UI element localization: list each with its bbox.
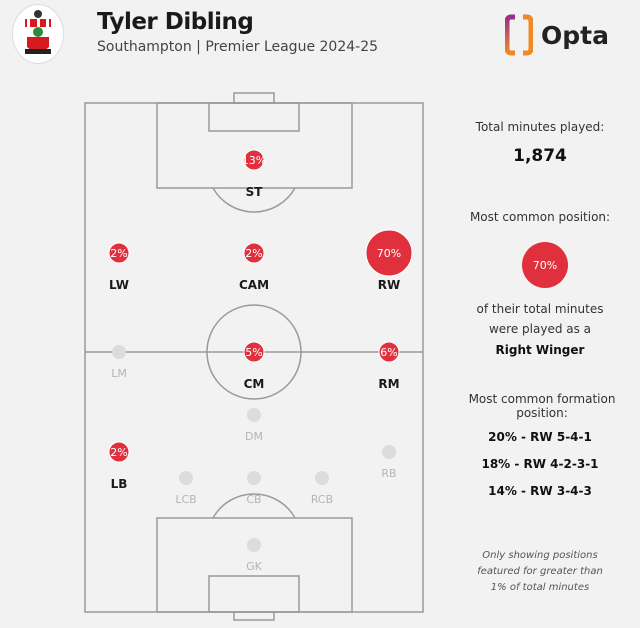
position-marker-gk: [247, 538, 261, 552]
position-marker-cb: [247, 471, 261, 485]
footnote-line: Only showing positions: [482, 550, 598, 561]
position-marker-rb: [382, 445, 396, 459]
penalty-arc-bottom: [212, 493, 296, 519]
formation-item: 18% - RW 4-2-3-1: [481, 457, 599, 471]
position-label-rb: RB: [381, 467, 396, 480]
common-position-circle: 70%: [522, 242, 568, 288]
position-pct-st: 13%: [242, 154, 266, 167]
opta-logo: Opta: [505, 14, 609, 56]
position-label-dm: DM: [245, 430, 263, 443]
six-yard-box-bottom: [208, 575, 300, 613]
position-pct-lb: 2%: [110, 446, 127, 459]
position-marker-cm: [243, 341, 265, 363]
position-label-cam: CAM: [239, 278, 269, 292]
six-yard-box-top: [208, 102, 300, 132]
position-pct-rw: 70%: [377, 247, 401, 260]
penalty-box-top: [156, 102, 353, 189]
penalty-arc-top: [212, 187, 296, 213]
club-badge: [12, 4, 64, 64]
position-pct-cam: 2%: [245, 247, 262, 260]
position-label-lcb: LCB: [175, 493, 196, 506]
position-label-rm: RM: [378, 377, 399, 391]
position-label-rw: RW: [378, 278, 400, 292]
goal-top: [233, 92, 275, 104]
position-label-gk: GK: [246, 560, 263, 573]
total-minutes-label: Total minutes played:: [475, 120, 605, 134]
position-marker-lm: [112, 345, 126, 359]
common-position-label: Most common position:: [469, 210, 611, 224]
position-label-st: ST: [246, 185, 264, 199]
pitch: 13% ST 2% LW 2% CAM 70% RW LM 5% CM 6% RM DM 2% LB RB LCB…: [84, 92, 424, 621]
position-marker-lw: [108, 242, 130, 264]
position-pct-cm: 5%: [245, 346, 262, 359]
position-marker-lcb: [179, 471, 193, 485]
position-label-cb: CB: [246, 493, 261, 506]
position-label-lm: LM: [111, 367, 127, 380]
position-marker-rcb: [315, 471, 329, 485]
position-marker-rm: [378, 341, 400, 363]
position-label-rcb: RCB: [311, 493, 333, 506]
position-marker-dm: [247, 408, 261, 422]
formation-item: 20% - RW 5-4-1: [488, 430, 592, 444]
position-marker-rw: [365, 229, 413, 277]
footnote-line: featured for greater than: [477, 566, 603, 577]
common-position-name: Right Winger: [495, 343, 585, 357]
position-label-cm: CM: [244, 377, 265, 391]
formation-item: 14% - RW 3-4-3: [488, 484, 592, 498]
opta-logo-icon: [505, 14, 533, 56]
position-marker-cam: [243, 242, 265, 264]
opta-logo-text: Opta: [541, 20, 609, 50]
common-text-1: of their total minutes: [476, 302, 604, 316]
position-label-lb: LB: [111, 477, 128, 491]
total-minutes-value: 1,874: [513, 146, 567, 166]
position-pct-lw: 2%: [110, 247, 127, 260]
position-marker-st: [243, 149, 265, 171]
formation-label: Most common formation position:: [468, 392, 616, 420]
goal-bottom: [233, 611, 275, 621]
center-circle: [206, 304, 302, 400]
common-text-2: were played as a: [488, 322, 592, 336]
subtitle: Southampton | Premier League 2024-25: [97, 39, 379, 55]
position-pct-rm: 6%: [380, 346, 397, 359]
position-label-lw: LW: [109, 278, 129, 292]
footnote-line: 1% of total minutes: [490, 582, 590, 593]
footnote: Only showing positions featured for grea…: [440, 548, 640, 596]
position-marker-lb: [108, 441, 130, 463]
player-name: Tyler Dibling: [97, 9, 254, 35]
